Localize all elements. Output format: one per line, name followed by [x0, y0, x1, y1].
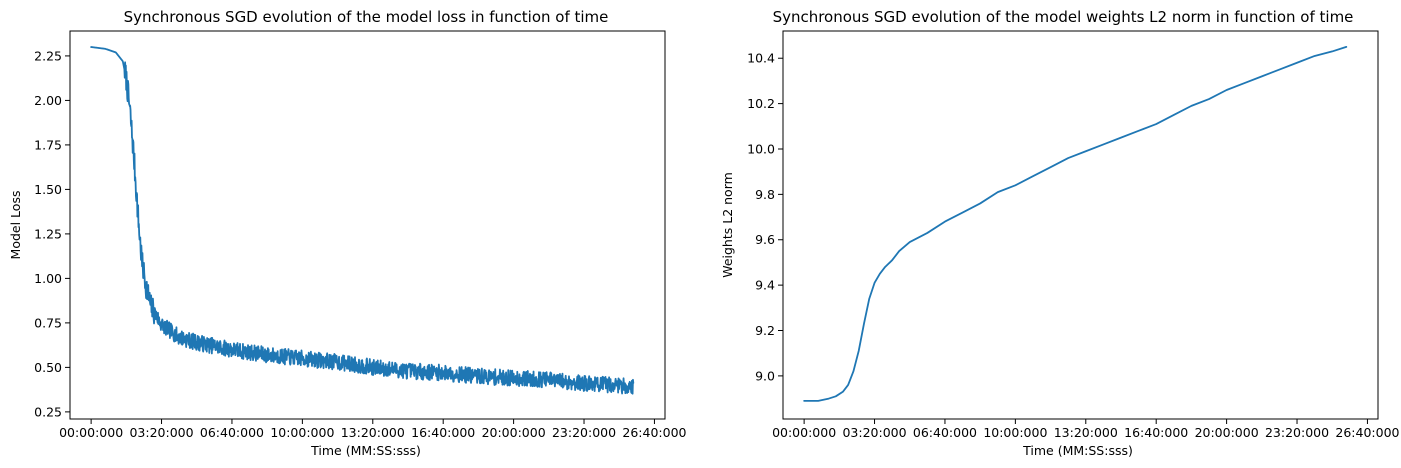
loss-chart-title: Synchronous SGD evolution of the model l… — [124, 8, 609, 26]
x-tick-label: 03:20:000 — [842, 425, 906, 440]
x-tick-label: 13:20:000 — [1054, 425, 1118, 440]
weights-chart-xlabel: Time (MM:SS:sss) — [1022, 443, 1133, 458]
y-tick-label: 10.2 — [747, 96, 775, 111]
y-tick-label: 9.8 — [755, 187, 775, 202]
loss-chart-ylabel: Model Loss — [8, 191, 23, 260]
weights-chart-ylabel: Weights L2 norm — [720, 172, 735, 278]
x-tick-label: 23:20:000 — [1265, 425, 1329, 440]
y-tick-label: 0.25 — [34, 404, 62, 419]
y-tick-label: 1.25 — [34, 226, 62, 241]
weights-norm-chart: 00:00:000 03:20:000 06:40:000 10:00:000 13:2… — [720, 8, 1400, 458]
y-tick-label: 9.0 — [755, 368, 775, 383]
x-tick-label: 23:20:000 — [552, 425, 616, 440]
loss-chart-xlabel: Time (MM:SS:sss) — [310, 443, 421, 458]
loss-chart: 00:00:000 03:20:000 06:40:000 10:00:000 13:2… — [8, 8, 687, 458]
x-tick-label: 06:40:000 — [913, 425, 977, 440]
y-tick-label: 1.00 — [34, 271, 62, 286]
x-tick-label: 10:00:000 — [983, 425, 1047, 440]
y-tick-label: 2.00 — [34, 93, 62, 108]
plot-frame — [69, 30, 666, 420]
y-tick-label: 10.0 — [747, 141, 775, 156]
loss-series-line — [90, 46, 635, 395]
y-tick-label: 2.25 — [34, 48, 62, 63]
x-tick-label: 26:40:000 — [622, 425, 686, 440]
y-tick-label: 1.75 — [34, 137, 62, 152]
x-tick-label: 03:20:000 — [129, 425, 193, 440]
x-tick-label: 16:40:000 — [1124, 425, 1188, 440]
y-tick-label: 10.4 — [747, 51, 775, 66]
x-tick-label: 00:00:000 — [772, 425, 836, 440]
y-tick-label: 9.4 — [755, 278, 775, 293]
y-tick-label: 0.75 — [34, 315, 62, 330]
x-tick-label: 16:40:000 — [411, 425, 475, 440]
x-tick-label: 00:00:000 — [59, 425, 123, 440]
y-tick-label: 9.6 — [755, 232, 775, 247]
x-tick-label: 06:40:000 — [200, 425, 264, 440]
y-tick-label: 0.50 — [34, 360, 62, 375]
weights-chart-title: Synchronous SGD evolution of the model w… — [773, 8, 1354, 26]
x-tick-label: 10:00:000 — [270, 425, 334, 440]
y-tick-label: 9.2 — [755, 323, 775, 338]
x-tick-label: 20:00:000 — [482, 425, 546, 440]
y-tick-label: 1.50 — [34, 182, 62, 197]
x-tick-label: 20:00:000 — [1195, 425, 1259, 440]
plot-frame — [782, 30, 1379, 420]
weights-norm-series-line — [803, 45, 1348, 402]
x-tick-label: 26:40:000 — [1335, 425, 1399, 440]
x-tick-label: 13:20:000 — [341, 425, 405, 440]
